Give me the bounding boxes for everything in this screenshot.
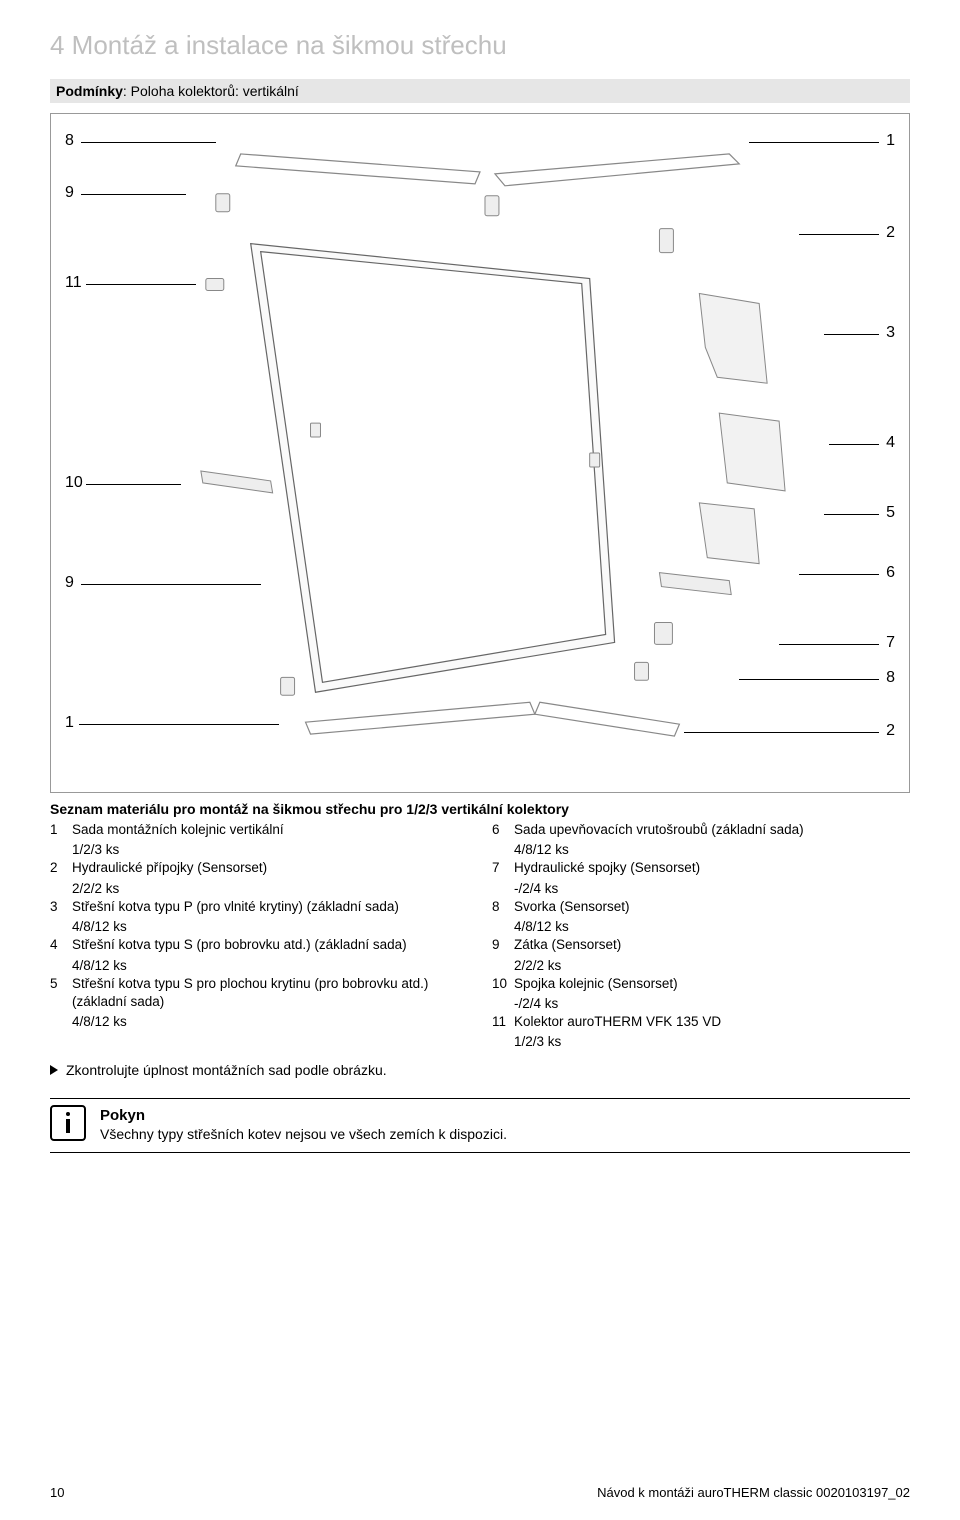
doc-id: Návod k montáži auroTHERM classic 002010… <box>597 1485 910 1500</box>
callout-4: 4 <box>886 434 895 452</box>
info-title: Pokyn <box>100 1107 910 1124</box>
leader <box>86 484 181 485</box>
list-item: 11Kolektor auroTHERM VFK 135 VD <box>492 1013 910 1031</box>
exploded-diagram: 8 9 11 10 9 1 1 2 3 4 5 6 7 8 2 <box>50 113 910 793</box>
list-item: 7Hydraulické spojky (Sensorset) <box>492 859 910 877</box>
material-list-title: Seznam materiálu pro montáž na šikmou st… <box>50 801 910 817</box>
list-item: 5Střešní kotva typu S pro plochou krytin… <box>50 975 468 1011</box>
action-line: Zkontrolujte úplnost montážních sad podl… <box>50 1062 910 1078</box>
callout-5: 5 <box>886 504 895 522</box>
list-qty: 1/2/3 ks <box>514 1033 910 1051</box>
callout-1-left: 1 <box>65 714 74 732</box>
list-qty: 4/8/12 ks <box>72 957 468 975</box>
callout-3: 3 <box>886 324 895 342</box>
callout-9-left-2: 9 <box>65 574 74 592</box>
leader <box>739 679 879 680</box>
leader <box>779 644 879 645</box>
info-icon <box>50 1105 86 1141</box>
list-qty: 2/2/2 ks <box>514 957 910 975</box>
left-column: 1Sada montážních kolejnic vertikální 1/2… <box>50 821 468 1052</box>
list-qty: 4/8/12 ks <box>72 1013 468 1031</box>
list-item: 4Střešní kotva typu S (pro bobrovku atd.… <box>50 936 468 954</box>
leader <box>81 142 216 143</box>
leader <box>81 194 186 195</box>
conditions-text: : Poloha kolektorů: vertikální <box>123 83 299 99</box>
leader <box>86 284 196 285</box>
callout-7: 7 <box>886 634 895 652</box>
info-text: Všechny typy střešních kotev nejsou ve v… <box>100 1126 910 1142</box>
list-qty: 4/8/12 ks <box>514 841 910 859</box>
callout-11: 11 <box>65 274 82 292</box>
leader <box>81 584 261 585</box>
callout-2-right: 2 <box>886 224 895 242</box>
material-columns: 1Sada montážních kolejnic vertikální 1/2… <box>50 821 910 1052</box>
chapter-title: 4 Montáž a instalace na šikmou střechu <box>50 30 910 61</box>
callout-9-left: 9 <box>65 184 74 202</box>
list-item: 10Spojka kolejnic (Sensorset) <box>492 975 910 993</box>
leader <box>824 334 879 335</box>
diagram-svg <box>61 124 899 782</box>
callout-8-left: 8 <box>65 132 74 150</box>
list-qty: 2/2/2 ks <box>72 880 468 898</box>
leader <box>79 724 279 725</box>
list-item: 3Střešní kotva typu P (pro vlnité krytin… <box>50 898 468 916</box>
callout-1-right: 1 <box>886 132 895 150</box>
leader <box>824 514 879 515</box>
list-qty: -/2/4 ks <box>514 995 910 1013</box>
list-item: 6Sada upevňovacích vrutošroubů (základní… <box>492 821 910 839</box>
page-footer: 10 Návod k montáži auroTHERM classic 002… <box>50 1485 910 1500</box>
conditions-label: Podmínky <box>56 83 123 99</box>
leader <box>799 234 879 235</box>
list-item: 9Zátka (Sensorset) <box>492 936 910 954</box>
right-column: 6Sada upevňovacích vrutošroubů (základní… <box>492 821 910 1052</box>
action-text: Zkontrolujte úplnost montážních sad podl… <box>66 1062 387 1078</box>
list-qty: 1/2/3 ks <box>72 841 468 859</box>
list-item: 8Svorka (Sensorset) <box>492 898 910 916</box>
info-box: Pokyn Všechny typy střešních kotev nejso… <box>50 1098 910 1153</box>
callout-2-right-2: 2 <box>886 722 895 740</box>
list-qty: 4/8/12 ks <box>72 918 468 936</box>
leader <box>684 732 879 733</box>
leader <box>799 574 879 575</box>
list-qty: -/2/4 ks <box>514 880 910 898</box>
callout-10: 10 <box>65 474 83 492</box>
leader <box>829 444 879 445</box>
triangle-icon <box>50 1065 58 1075</box>
page-number: 10 <box>50 1485 64 1500</box>
callout-6: 6 <box>886 564 895 582</box>
leader <box>749 142 879 143</box>
list-item: 2Hydraulické přípojky (Sensorset) <box>50 859 468 877</box>
callout-8-right: 8 <box>886 669 895 687</box>
list-qty: 4/8/12 ks <box>514 918 910 936</box>
conditions-bar: Podmínky: Poloha kolektorů: vertikální <box>50 79 910 103</box>
list-item: 1Sada montážních kolejnic vertikální <box>50 821 468 839</box>
